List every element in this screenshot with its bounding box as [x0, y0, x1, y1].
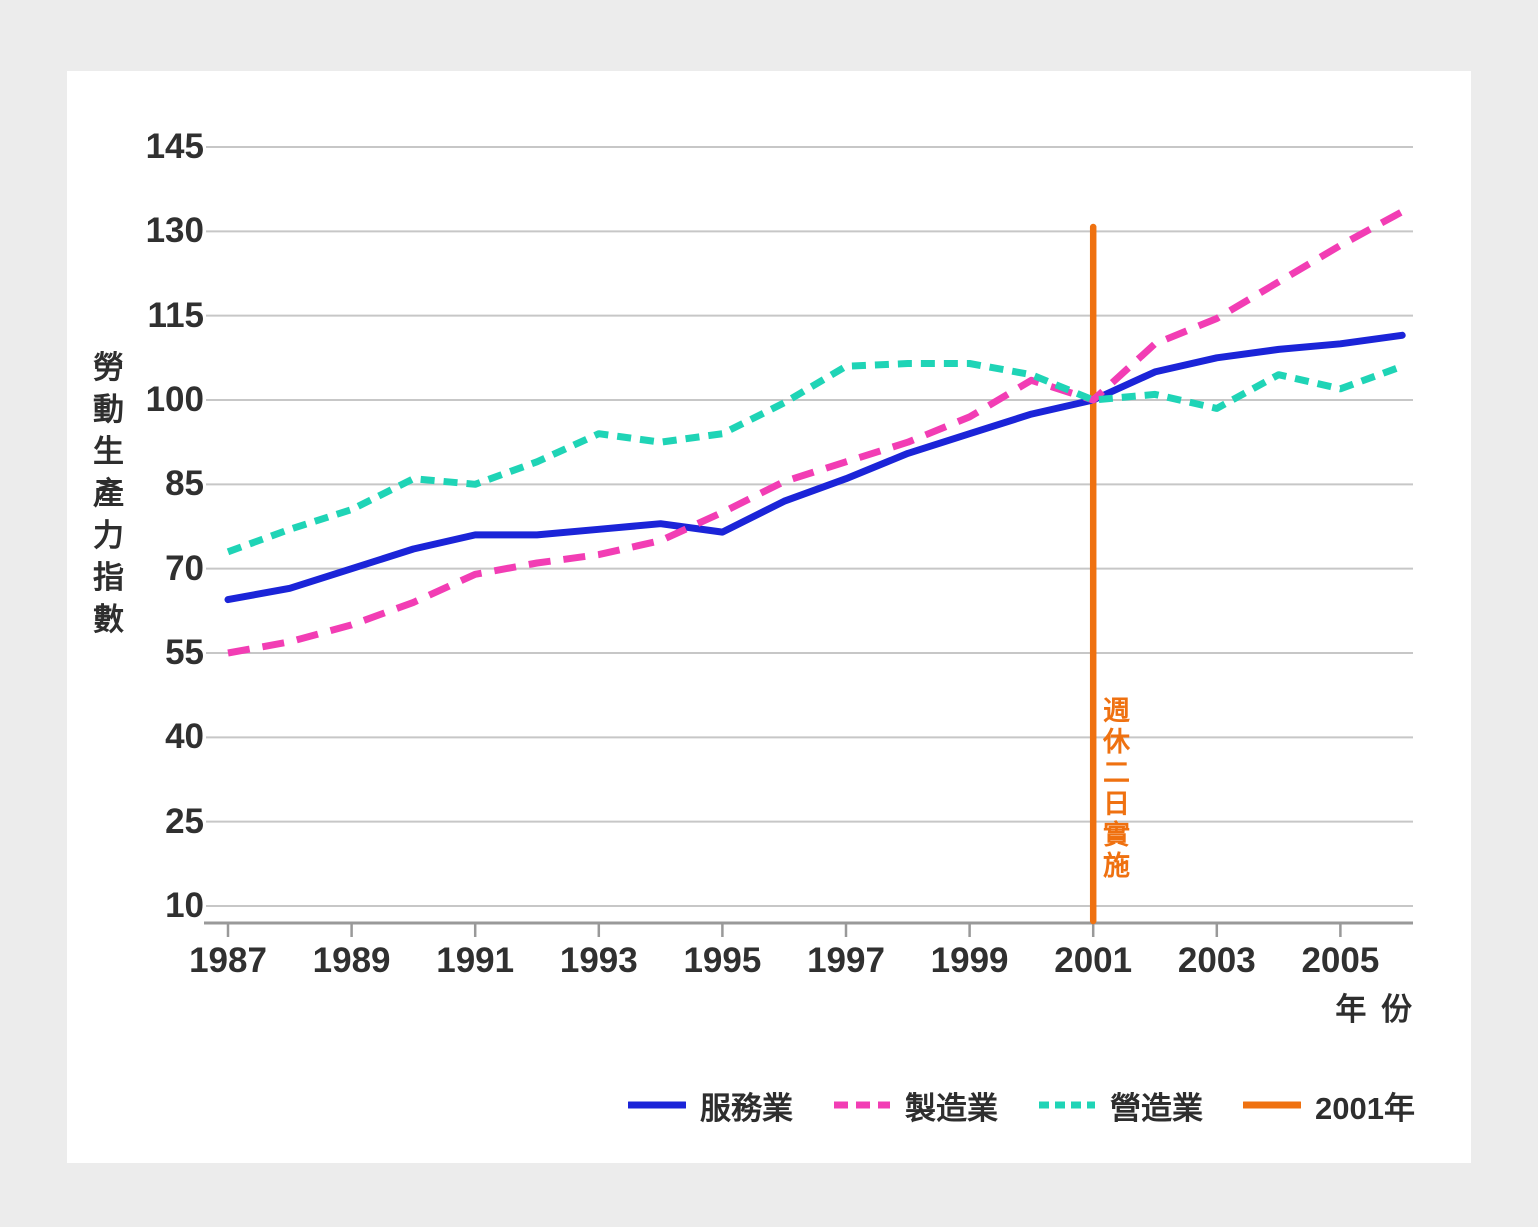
vertical-text-char: 動 [93, 392, 124, 427]
y-tick-label: 115 [147, 295, 204, 335]
x-tick-label: 1999 [930, 941, 1009, 980]
y-tick-label: 145 [145, 127, 204, 166]
vertical-text-char: 實 [1103, 820, 1130, 850]
series-line-manufacturing [227, 208, 1404, 657]
legend-swatch-services-icon [628, 1101, 686, 1109]
legend-swatch-construction-icon [1039, 1101, 1095, 1109]
y-tick-label: 55 [165, 632, 204, 672]
legend-label-year-2001: 2001年 [1315, 1090, 1415, 1126]
legend-item-construction: 營造業 [1038, 1083, 1203, 1128]
vertical-text-char: 生 [93, 434, 124, 469]
vertical-text-char: 產 [93, 476, 124, 511]
y-axis-title: 勞動生產力指數 [93, 352, 124, 635]
legend-item-year-2001: 2001年 [1243, 1083, 1415, 1128]
legend-swatch-year-2001-icon [1243, 1101, 1301, 1109]
x-tick-label: 1997 [807, 941, 885, 980]
y-tick-label: 85 [165, 464, 204, 504]
series-line-construction [226, 360, 1404, 556]
vertical-text-char: 勞 [93, 350, 124, 385]
vertical-text-char: 休 [1103, 727, 1130, 757]
vertical-text-char: 二 [1103, 758, 1130, 788]
chart-legend: 服務業 製造業 營造業 2001年 [628, 1083, 1415, 1127]
x-tick-label: 2001 [1054, 941, 1133, 980]
x-axis-title: 年 份 [1335, 992, 1415, 1027]
x-tick-label: 1991 [436, 941, 515, 980]
legend-item-manufacturing: 製造業 [833, 1083, 998, 1128]
vertical-text-char: 施 [1103, 851, 1130, 881]
vertical-text-char: 日 [1103, 789, 1130, 819]
y-tick-label: 25 [165, 801, 204, 841]
x-tick-label: 1987 [189, 941, 267, 980]
legend-label-manufacturing: 製造業 [905, 1090, 998, 1126]
marker-line-annotation: 週休二日實施 [1103, 698, 1130, 880]
y-tick-label: 70 [165, 548, 204, 588]
x-tick-label: 1989 [312, 941, 391, 980]
legend-swatch-manufacturing-icon [834, 1101, 890, 1109]
chart-card [67, 71, 1471, 1163]
vertical-text-char: 週 [1103, 696, 1130, 726]
legend-label-construction: 營造業 [1110, 1090, 1203, 1126]
x-tick-label: 1995 [683, 941, 762, 980]
y-tick-label: 40 [165, 717, 204, 757]
y-tick-label: 130 [145, 211, 204, 251]
y-tick-label: 10 [165, 885, 204, 925]
legend-item-services: 服務業 [628, 1083, 793, 1128]
vertical-text-char: 力 [93, 518, 124, 553]
x-tick-label: 1993 [559, 941, 638, 980]
series-line-services [224, 331, 1406, 604]
y-tick-label: 100 [145, 380, 204, 419]
vertical-text-char: 數 [93, 602, 124, 637]
vertical-text-char: 指 [93, 560, 124, 595]
legend-label-services: 服務業 [700, 1090, 793, 1126]
x-tick-label: 2003 [1177, 941, 1256, 980]
x-tick-label: 2005 [1301, 941, 1380, 980]
